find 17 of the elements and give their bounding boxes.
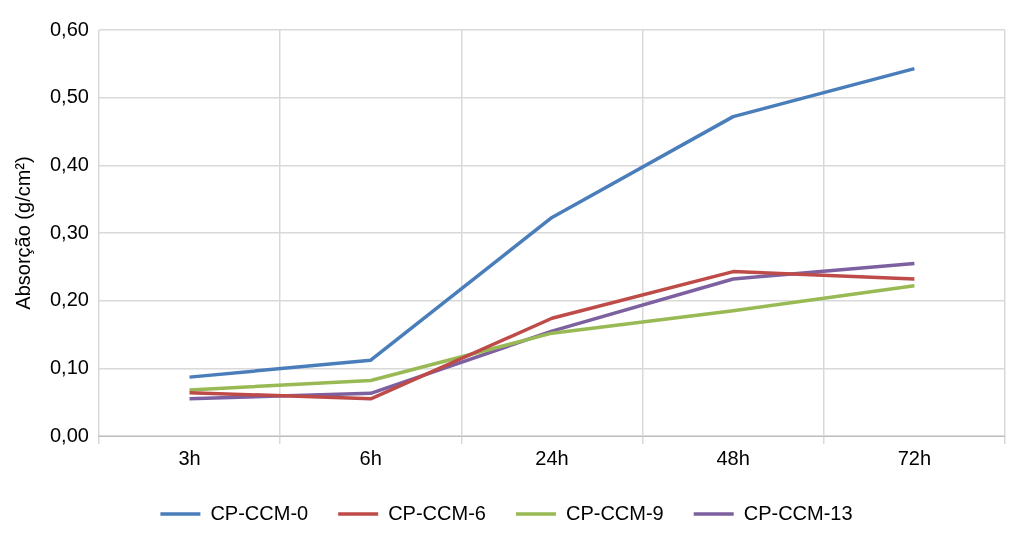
legend-label: CP-CCM-13 (743, 501, 853, 524)
y-tick-label: 0,50 (49, 85, 89, 108)
y-tick-label: 0,00 (49, 423, 89, 446)
x-tick-label: 24h (535, 446, 569, 469)
x-tick-label: 3h (178, 446, 201, 469)
x-tick-label: 48h (716, 446, 750, 469)
x-tick-label: 6h (359, 446, 382, 469)
legend-label: CP-CCM-0 (210, 501, 309, 524)
y-tick-label: 0,10 (49, 355, 89, 378)
y-tick-label: 0,60 (49, 17, 89, 40)
x-tick-label: 72h (897, 446, 932, 469)
y-tick-label: 0,40 (49, 152, 89, 175)
y-axis-title: Absorção (g/cm²) (11, 156, 34, 310)
y-tick-label: 0,30 (49, 220, 89, 243)
legend-label: CP-CCM-6 (388, 501, 486, 524)
legend-label: CP-CCM-9 (565, 501, 664, 524)
y-tick-label: 0,20 (49, 288, 89, 311)
